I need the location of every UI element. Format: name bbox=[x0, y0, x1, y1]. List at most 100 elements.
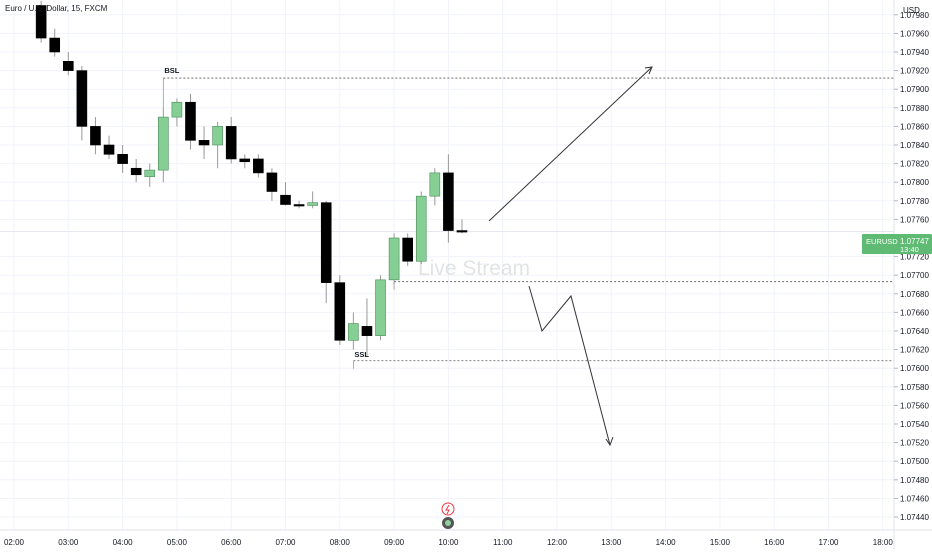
candle[interactable] bbox=[76, 65, 88, 141]
bearish-candle-body[interactable] bbox=[266, 172, 278, 192]
bearish-candle-body[interactable] bbox=[103, 144, 115, 155]
projection-arrows[interactable] bbox=[488, 66, 653, 447]
price-tick-label: 1.07580 bbox=[900, 383, 929, 392]
bearish-candle-body[interactable] bbox=[443, 172, 454, 231]
candle[interactable] bbox=[62, 52, 74, 76]
bullish-candle-body[interactable] bbox=[348, 323, 359, 341]
candle[interactable] bbox=[185, 93, 196, 150]
candle[interactable] bbox=[456, 219, 468, 234]
price-tick-label: 1.07980 bbox=[900, 11, 929, 20]
candle[interactable] bbox=[280, 182, 291, 206]
bearish-candle-body[interactable] bbox=[117, 154, 128, 164]
bullish-candle-body[interactable] bbox=[429, 172, 441, 197]
lightning-icon bbox=[445, 504, 450, 515]
candle[interactable] bbox=[90, 117, 101, 155]
plot-background bbox=[0, 0, 894, 530]
price-tick-label: 1.07720 bbox=[900, 253, 929, 262]
candle[interactable] bbox=[130, 158, 142, 183]
candle[interactable] bbox=[225, 117, 237, 164]
up-arrow-line[interactable] bbox=[488, 66, 653, 222]
bearish-candle-body[interactable] bbox=[35, 5, 47, 39]
candle[interactable] bbox=[103, 135, 115, 159]
bearish-candle-body[interactable] bbox=[62, 60, 74, 71]
candle[interactable] bbox=[158, 107, 169, 183]
candle[interactable] bbox=[144, 163, 156, 187]
symbol-title[interactable]: Euro / U.S. Dollar, 15, FXCM bbox=[5, 4, 108, 13]
time-tick-label: 06:00 bbox=[221, 538, 242, 547]
bearish-candle-body[interactable] bbox=[334, 282, 346, 341]
candle[interactable] bbox=[117, 145, 128, 173]
candle[interactable] bbox=[293, 200, 305, 209]
candles[interactable] bbox=[35, 0, 468, 357]
bearish-candle-body[interactable] bbox=[198, 140, 210, 146]
bearish-candle-body[interactable] bbox=[456, 230, 468, 233]
candle[interactable] bbox=[239, 154, 251, 169]
candle[interactable] bbox=[361, 298, 373, 357]
time-tick-label: 11:00 bbox=[493, 538, 513, 547]
candle[interactable] bbox=[334, 275, 346, 345]
time-tick-label: 02:00 bbox=[4, 538, 25, 547]
bearish-candle-body[interactable] bbox=[76, 70, 88, 127]
price-tick-label: 1.07780 bbox=[900, 197, 929, 206]
bullish-candle-body[interactable] bbox=[388, 237, 400, 281]
candle[interactable] bbox=[212, 121, 223, 169]
price-tick-label: 1.07860 bbox=[900, 122, 929, 131]
candle[interactable] bbox=[320, 200, 332, 304]
bearish-candle-body[interactable] bbox=[280, 194, 291, 205]
down-arrow-line[interactable] bbox=[528, 285, 611, 446]
candle[interactable] bbox=[402, 233, 413, 266]
watermark: Live Stream bbox=[418, 257, 530, 280]
price-axis[interactable]: 1.07980 1.07960 1.07940 1.07920 1.07900 1.078… bbox=[894, 11, 929, 522]
time-axis[interactable]: 02:00 03:00 04:00 05:00 06:00 07:00 08:00 09:00… bbox=[4, 538, 893, 547]
price-tick-label: 1.07800 bbox=[900, 178, 929, 187]
bearish-candle-body[interactable] bbox=[239, 158, 251, 163]
price-tick-label: 1.07440 bbox=[900, 513, 929, 522]
bearish-candle-body[interactable] bbox=[225, 126, 237, 160]
bearish-candle-body[interactable] bbox=[130, 167, 142, 176]
bullish-candle-body[interactable] bbox=[415, 195, 427, 262]
bearish-candle-body[interactable] bbox=[49, 37, 61, 53]
candle[interactable] bbox=[375, 275, 386, 341]
level-lines[interactable]: BSL SSL bbox=[162, 66, 894, 369]
candle[interactable] bbox=[49, 28, 61, 57]
event-markers[interactable] bbox=[441, 502, 455, 529]
price-tick-label: 1.07560 bbox=[900, 401, 929, 410]
bearish-candle-body[interactable] bbox=[361, 326, 373, 336]
time-tick-label: 18:00 bbox=[873, 538, 894, 547]
bearish-candle-body[interactable] bbox=[253, 158, 264, 174]
candle[interactable] bbox=[443, 154, 454, 243]
candle[interactable] bbox=[35, 0, 47, 43]
bullish-candle-body[interactable] bbox=[144, 169, 156, 177]
candle[interactable] bbox=[415, 191, 427, 265]
bearish-candle-body[interactable] bbox=[185, 101, 196, 141]
bearish-candle-body[interactable] bbox=[402, 237, 413, 262]
currency-label: USD bbox=[903, 6, 920, 15]
candle[interactable] bbox=[429, 168, 441, 206]
candle[interactable] bbox=[266, 168, 278, 201]
candle[interactable] bbox=[348, 312, 359, 350]
bullish-candle-body[interactable] bbox=[212, 126, 223, 146]
flash-event-icon[interactable] bbox=[441, 502, 455, 516]
last-price-tag-background bbox=[862, 234, 932, 254]
bsl-label: BSL bbox=[164, 66, 179, 75]
candle[interactable] bbox=[171, 98, 183, 127]
bearish-candle-body[interactable] bbox=[90, 126, 101, 146]
last-price-value: 1.07747 bbox=[900, 237, 929, 246]
price-tick-label: 1.07600 bbox=[900, 364, 929, 373]
bullish-candle-body[interactable] bbox=[158, 116, 169, 171]
price-tick-label: 1.07680 bbox=[900, 290, 929, 299]
candle[interactable] bbox=[253, 154, 264, 178]
bullish-candle-body[interactable] bbox=[307, 202, 318, 206]
price-tick-label: 1.07960 bbox=[900, 29, 929, 38]
time-tick-label: 17:00 bbox=[818, 538, 839, 547]
candle[interactable] bbox=[307, 191, 318, 209]
bearish-candle-body[interactable] bbox=[320, 202, 332, 283]
time-tick-label: 09:00 bbox=[384, 538, 405, 547]
candle[interactable] bbox=[198, 126, 210, 159]
candle[interactable] bbox=[388, 233, 400, 285]
bullish-candle-body[interactable] bbox=[171, 101, 183, 118]
bearish-candle-body[interactable] bbox=[293, 204, 305, 207]
bullish-candle-body[interactable] bbox=[375, 279, 386, 336]
